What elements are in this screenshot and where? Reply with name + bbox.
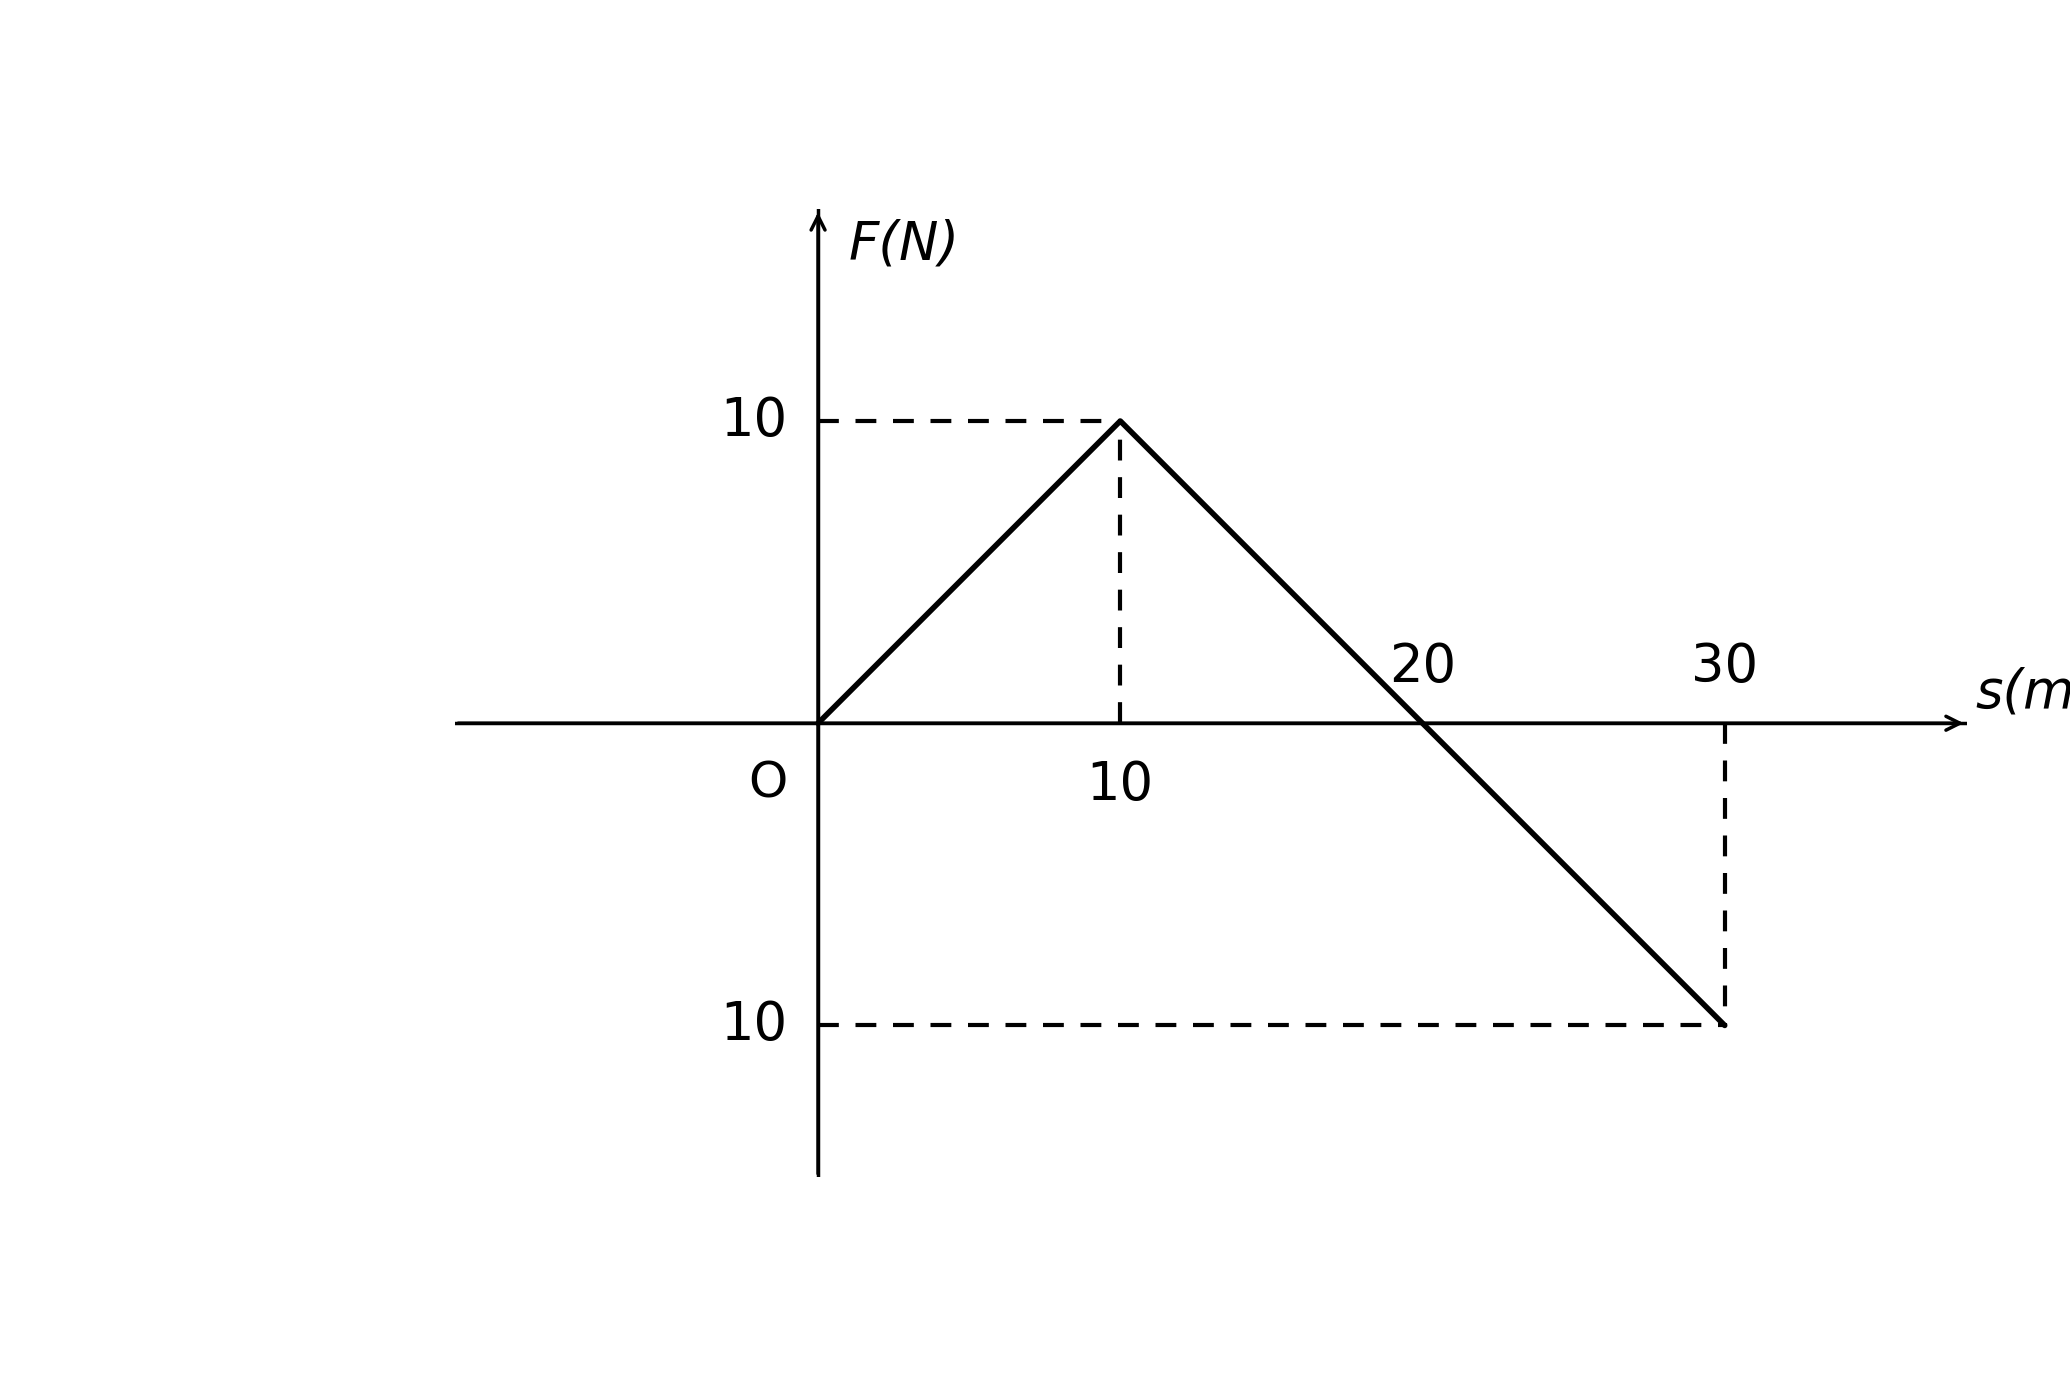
Text: 10: 10 (720, 395, 789, 448)
Text: F(N): F(N) (849, 219, 958, 270)
Text: 10: 10 (720, 999, 789, 1052)
Text: s(m): s(m) (1975, 667, 2070, 719)
Text: 30: 30 (1691, 640, 1757, 693)
Text: 20: 20 (1389, 640, 1455, 693)
Text: O: O (749, 760, 789, 808)
Text: 10: 10 (1087, 760, 1153, 811)
